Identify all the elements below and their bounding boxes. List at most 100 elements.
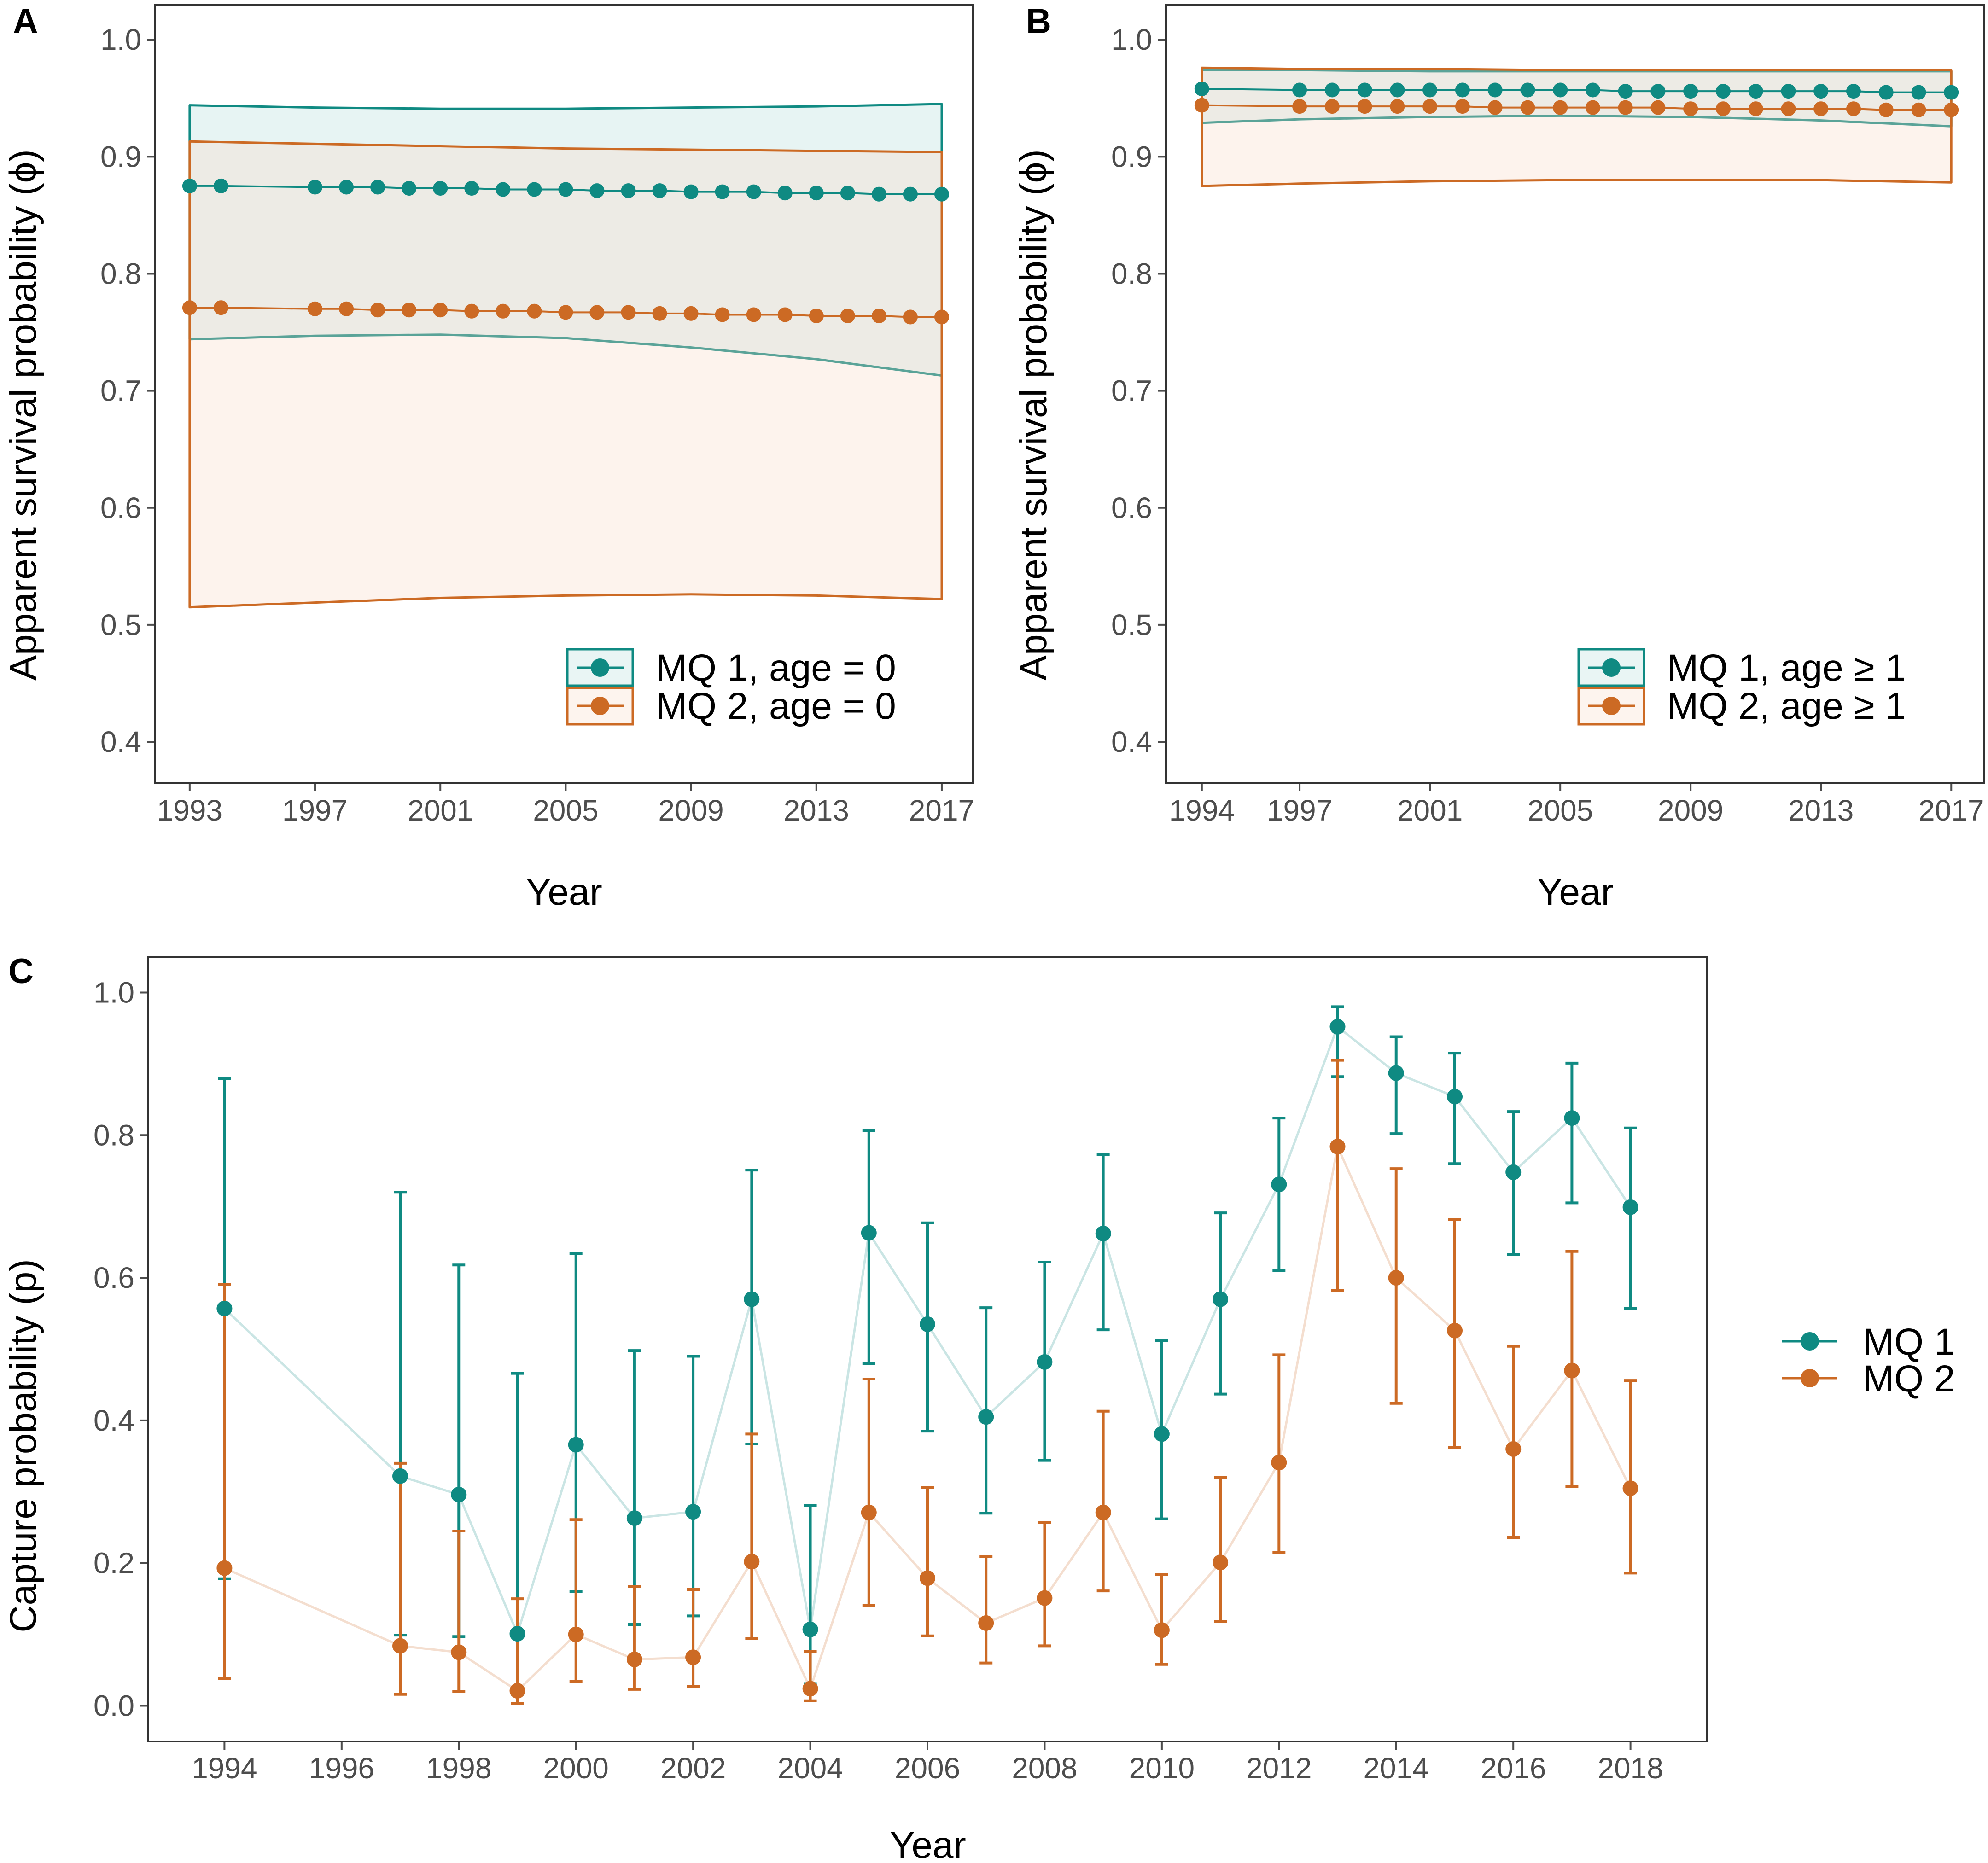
data-point-mq1 [464,181,479,196]
panel-b: B Apparent survival probability (ϕ) Year… [1013,2,1985,913]
ci-band-mq2 [188,140,943,609]
x-tick-label: 2017 [1918,794,1984,827]
error-bar-mq2 [1272,1353,1286,1554]
x-tick-label: 2006 [895,1752,960,1785]
data-point-mq2 [464,303,479,319]
error-bar-mq1 [1272,1117,1286,1272]
error-bar-mq1 [1507,1110,1520,1256]
panel-b-ci-bands [1201,66,1953,187]
panel-c: C Capture probability (p) Year 0.0 0.2 0.4… [2,952,1955,1863]
y-tick-label: 0.4 [100,725,141,758]
data-point-mq1 [861,1225,877,1241]
panel-a-x-axis-title: Year [526,871,602,913]
data-point-mq2 [871,309,886,323]
y-tick-label: 0.2 [93,1547,134,1580]
data-point-mq2 [715,307,730,322]
x-tick-label: 2010 [1129,1752,1195,1785]
data-point-mq1 [809,186,824,201]
panel-a-points [182,178,949,325]
data-point-mq1 [1683,84,1698,99]
data-point-mq1 [1213,1291,1229,1307]
data-point-mq1 [1585,82,1600,98]
x-tick-label: 2001 [1397,794,1463,827]
data-point-mq2 [1388,1270,1404,1286]
y-tick-label: 1.0 [1111,23,1152,56]
data-point-mq2 [903,309,918,325]
data-point-mq1 [903,186,918,202]
data-point-mq1 [1324,82,1340,98]
data-point-mq1 [402,181,417,196]
y-tick-label: 0.9 [1111,140,1152,173]
data-point-mq2 [527,303,542,319]
error-bar-mq2 [862,1378,875,1607]
data-point-mq2 [1357,99,1372,114]
error-bar-mq1 [1448,1052,1461,1165]
data-point-mq1 [934,186,949,202]
data-point-mq1 [1329,1019,1346,1035]
legend-label-mq1: MQ 1 [1863,1321,1955,1363]
x-tick-label: 2005 [533,794,598,827]
data-point-mq2 [1271,1455,1287,1471]
y-tick-label: 0.5 [1111,608,1152,641]
data-point-mq1 [1292,82,1307,98]
error-bar-mq1 [1565,1061,1579,1205]
data-point-mq2 [1422,99,1438,114]
error-bar-mq2 [452,1530,466,1693]
data-point-mq1 [1715,84,1731,99]
data-point-mq2 [496,303,511,319]
data-point-mq1 [685,1504,701,1520]
y-tick-label: 0.6 [93,1261,134,1294]
panel-a-legend: MQ 1, age = 0 MQ 2, age = 0 [566,647,896,727]
error-bar-mq2 [1624,1379,1637,1575]
panel-a-axes: 0.4 0.5 0.6 0.7 0.8 0.9 1.0 1993 1997 2001 2005 200… [100,23,974,827]
x-tick-label: 1997 [282,794,348,827]
error-bar-mq2 [1331,1059,1344,1292]
data-point-mq1 [871,186,886,202]
legend-label-mq2: MQ 2 [1863,1358,1955,1400]
data-point-mq1 [1194,82,1209,96]
legend-key-mq2 [1782,1369,1837,1387]
data-point-mq2 [1585,100,1600,115]
data-point-mq1 [1650,84,1666,99]
legend-marker-mq1 [1801,1332,1819,1351]
series-line-mq2 [1201,104,1952,111]
x-tick-label: 2017 [909,794,974,827]
x-tick-label: 2001 [408,794,473,827]
data-point-mq1 [840,186,855,201]
x-tick-label: 1997 [1267,794,1332,827]
data-point-mq1 [182,178,197,193]
x-tick-label: 2012 [1246,1752,1312,1785]
data-point-mq2 [558,305,573,320]
panel-a: A Apparent survival probability (ϕ) Year… [2,2,974,913]
x-tick-label: 2005 [1527,794,1593,827]
data-point-mq2 [685,1649,701,1665]
data-point-mq1 [392,1468,408,1484]
legend-marker-mq1 [591,658,609,677]
error-bar-mq1 [862,1129,875,1365]
data-point-mq1 [1813,84,1829,99]
data-point-mq1 [527,182,542,197]
data-point-mq1 [1487,82,1503,98]
legend-key-mq1-age0 [566,648,634,687]
data-point-mq1 [496,182,511,197]
data-point-mq2 [744,1554,760,1570]
data-point-mq2 [978,1615,994,1631]
data-point-mq2 [1390,99,1405,114]
legend-key-mq1-age1 [1577,648,1645,687]
y-tick-label: 0.6 [100,491,141,524]
data-point-mq1 [451,1487,467,1502]
x-tick-label: 1994 [1169,794,1235,827]
y-tick-label: 0.0 [93,1689,134,1723]
data-point-mq2 [589,305,605,320]
error-bar-mq2 [687,1588,700,1688]
data-point-mq1 [1447,1089,1463,1105]
data-point-mq1 [1748,84,1763,99]
data-point-mq2 [216,1560,233,1576]
data-point-mq1 [1271,1176,1287,1193]
data-point-mq2 [1564,1362,1580,1379]
legend-marker-mq2 [1801,1369,1819,1387]
y-tick-label: 0.7 [1111,374,1152,408]
panel-a-y-axis-title: Apparent survival probability (ϕ) [2,149,44,680]
x-tick-label: 1998 [426,1752,491,1785]
data-point-mq2 [1292,99,1307,114]
